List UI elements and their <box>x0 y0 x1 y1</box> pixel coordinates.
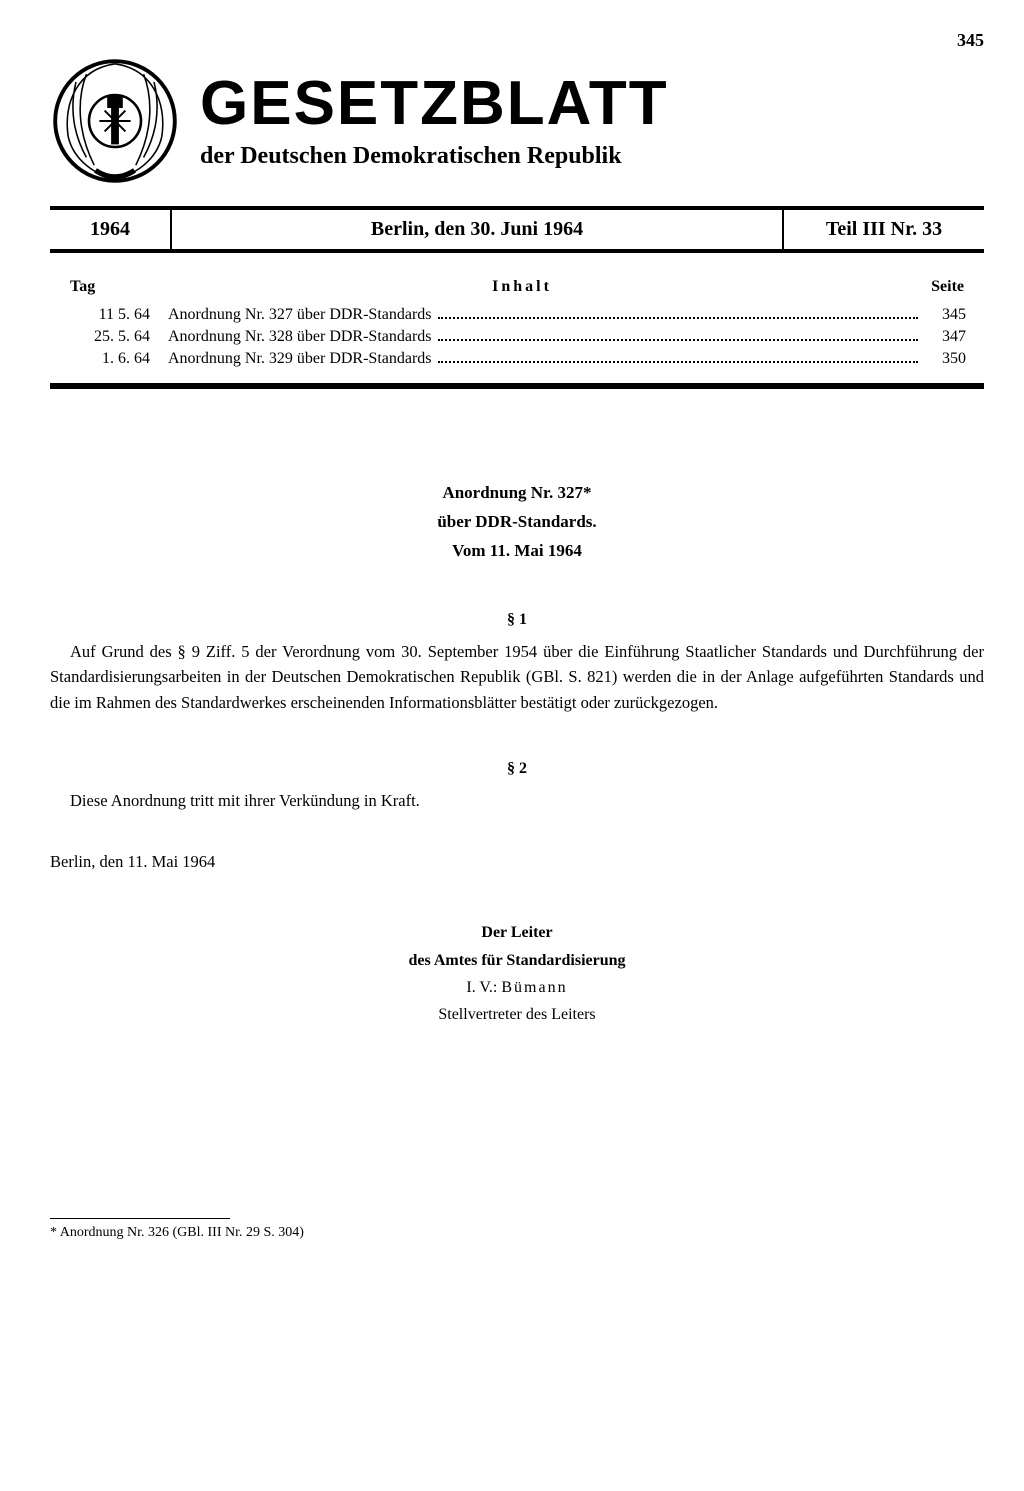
section-1-text: Auf Grund des § 9 Ziff. 5 der Verordnung… <box>50 639 984 716</box>
toc-title: Anordnung Nr. 329 über DDR-Standards <box>168 350 432 368</box>
ordinance-title-line1: Anordnung Nr. 327* <box>50 479 984 508</box>
toc-leader-dots <box>438 360 918 363</box>
toc-date: 25. 5. 64 <box>50 328 168 346</box>
toc-date: 1. 6. 64 <box>50 350 168 368</box>
info-place-date: Berlin, den 30. Juni 1964 <box>172 210 782 249</box>
toc-date: 11 5. 64 <box>50 306 168 324</box>
toc-page: 345 <box>924 306 984 324</box>
section-2-mark: § 2 <box>50 760 984 778</box>
ddr-emblem-icon <box>50 56 180 186</box>
table-of-contents: Tag Inhalt Seite 11 5. 64 Anordnung Nr. … <box>50 278 984 368</box>
toc-title: Anordnung Nr. 327 über DDR-Standards <box>168 306 432 324</box>
signatory-prefix: I. V.: <box>466 979 501 996</box>
sub-title: der Deutschen Demokratischen Republik <box>200 143 984 170</box>
toc-row: 25. 5. 64 Anordnung Nr. 328 über DDR-Sta… <box>50 328 984 346</box>
signatory-line1: Der Leiter <box>50 919 984 946</box>
footnote: * Anordnung Nr. 326 (GBl. III Nr. 29 S. … <box>50 1225 984 1241</box>
ordinance-title-line2: über DDR-Standards. <box>50 508 984 537</box>
toc-row: 1. 6. 64 Anordnung Nr. 329 über DDR-Stan… <box>50 350 984 368</box>
page-number: 345 <box>50 30 984 51</box>
info-year: 1964 <box>50 210 172 249</box>
main-title: GESETZBLATT <box>200 73 984 135</box>
signatory-name: Bümann <box>501 979 567 996</box>
signatory-line2: des Amtes für Standardisierung <box>50 947 984 974</box>
masthead: GESETZBLATT der Deutschen Demokratischen… <box>50 56 984 186</box>
ordinance-date: Vom 11. Mai 1964 <box>50 537 984 566</box>
toc-header-tag: Tag <box>50 278 160 296</box>
section-1-mark: § 1 <box>50 611 984 629</box>
info-bar: 1964 Berlin, den 30. Juni 1964 Teil III … <box>50 206 984 253</box>
info-part: Teil III Nr. 33 <box>782 210 984 249</box>
ordinance-header: Anordnung Nr. 327* über DDR-Standards. V… <box>50 479 984 566</box>
toc-header-inhalt: Inhalt <box>160 278 884 296</box>
toc-leader-dots <box>438 338 918 341</box>
section-2-text: Diese Anordnung tritt mit ihrer Verkündu… <box>50 788 984 814</box>
toc-row: 11 5. 64 Anordnung Nr. 327 über DDR-Stan… <box>50 306 984 324</box>
toc-page: 350 <box>924 350 984 368</box>
footnote-rule <box>50 1218 230 1219</box>
toc-leader-dots <box>438 316 918 319</box>
signatory-line3: I. V.: Bümann <box>50 974 984 1001</box>
toc-title: Anordnung Nr. 328 über DDR-Standards <box>168 328 432 346</box>
divider-rule <box>50 383 984 389</box>
signatory-line4: Stellvertreter des Leiters <box>50 1001 984 1028</box>
toc-page: 347 <box>924 328 984 346</box>
toc-header-seite: Seite <box>884 278 984 296</box>
signatory-block: Der Leiter des Amtes für Standardisierun… <box>50 919 984 1028</box>
ordinance-place-date: Berlin, den 11. Mai 1964 <box>50 849 984 875</box>
